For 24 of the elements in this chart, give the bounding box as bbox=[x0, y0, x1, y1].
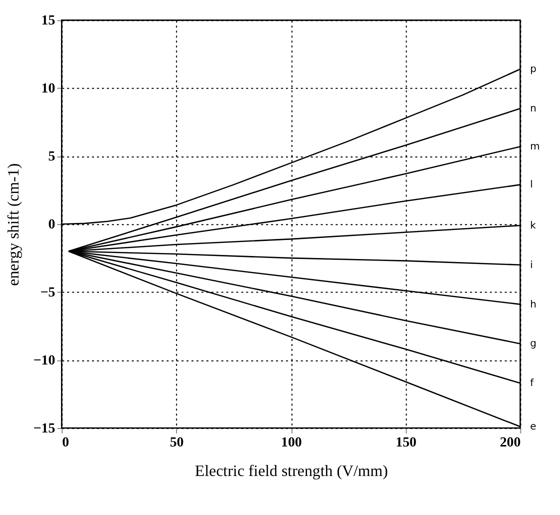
y-tick-label: −5 bbox=[40, 286, 56, 301]
x-tick-label: 200 bbox=[500, 435, 521, 450]
y-tick-label: −10 bbox=[33, 354, 56, 369]
x-tick-label: 150 bbox=[396, 435, 417, 450]
y-tick-label: 10 bbox=[41, 82, 56, 97]
y-tick-label: 0 bbox=[48, 218, 56, 233]
series-label: e bbox=[530, 422, 536, 433]
x-tick-label: 50 bbox=[170, 435, 184, 450]
series-label: i bbox=[530, 260, 533, 271]
series-label: g bbox=[530, 338, 536, 350]
series-label: n bbox=[530, 104, 536, 115]
y-tick-label: 15 bbox=[41, 14, 56, 29]
series-label: f bbox=[530, 378, 534, 390]
series-label: p bbox=[530, 64, 536, 76]
x-tick-label: 0 bbox=[62, 435, 70, 450]
y-tick-label: 5 bbox=[48, 150, 56, 165]
series-label: h bbox=[530, 299, 536, 310]
series-label: l bbox=[530, 180, 533, 191]
x-axis-title: Electric field strength (V/mm) bbox=[194, 463, 388, 480]
series-label: k bbox=[530, 220, 536, 232]
y-tick-label: −15 bbox=[33, 421, 56, 436]
x-tick-label: 100 bbox=[281, 435, 302, 450]
series-label: m bbox=[530, 142, 540, 153]
y-axis-title: energy shift (cm-1) bbox=[5, 163, 22, 286]
